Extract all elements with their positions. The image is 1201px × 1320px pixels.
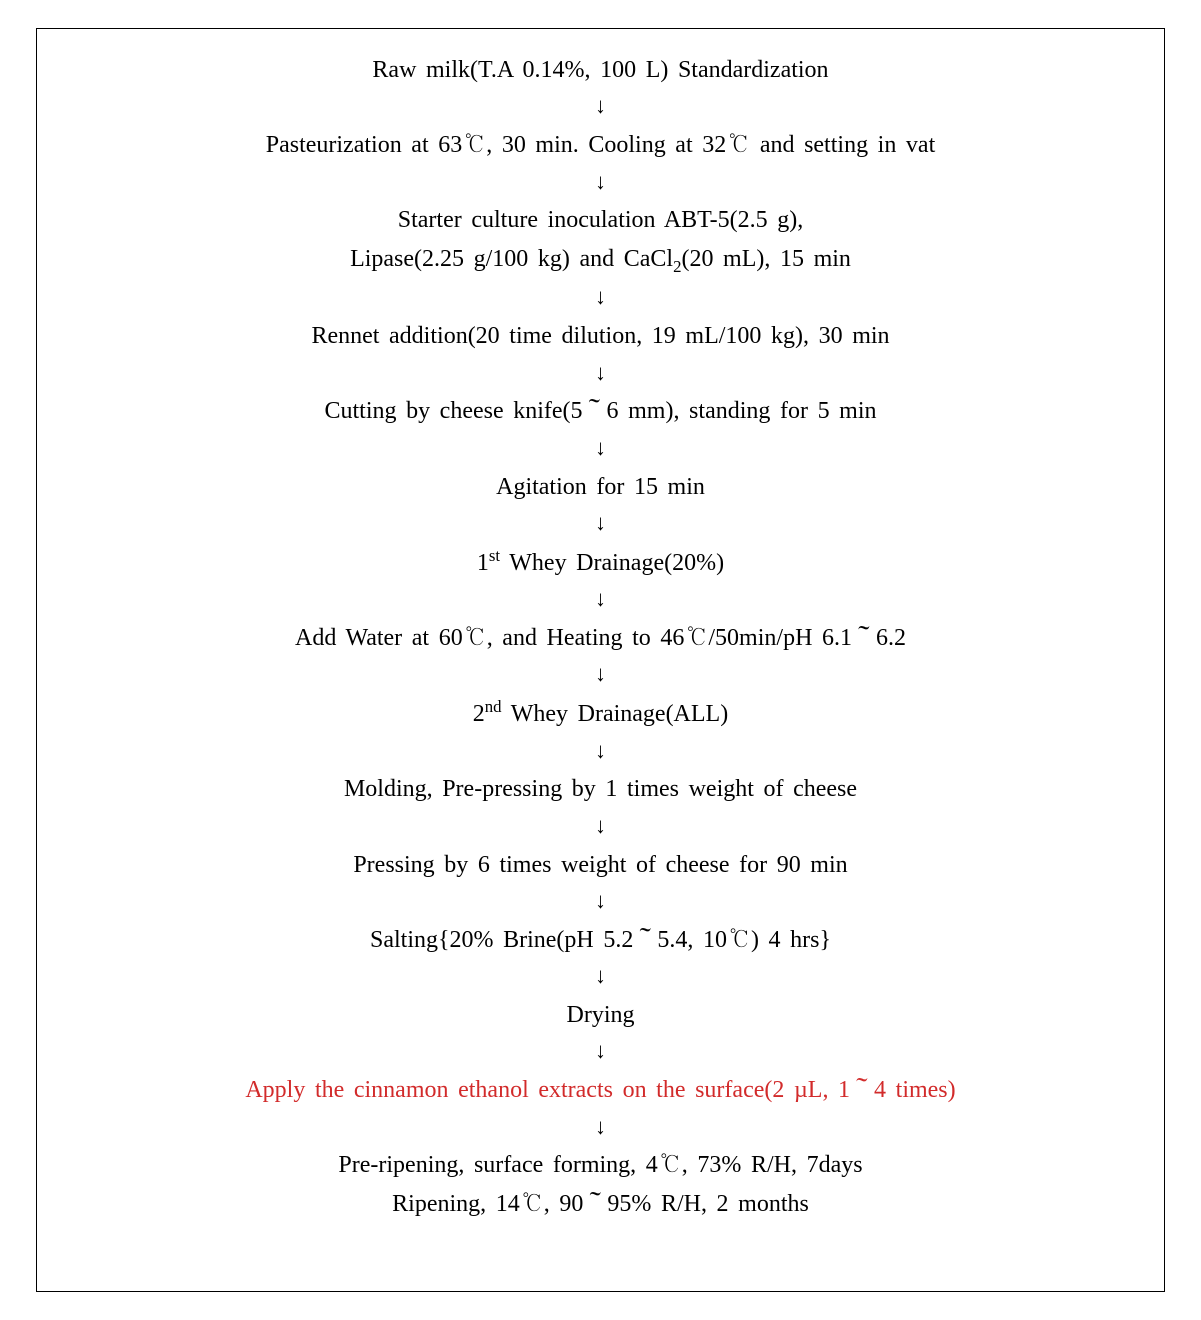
- flow-arrow-icon: ↓: [595, 1112, 606, 1143]
- flow-step: Pressing by 6 times weight of cheese for…: [353, 846, 847, 884]
- flow-arrow-icon: ↓: [595, 736, 606, 767]
- flow-step: 1st Whey Drainage(20%): [477, 543, 724, 582]
- flow-arrow-icon: ↓: [595, 508, 606, 539]
- flow-step: Cutting by cheese knife(5～6 mm), standin…: [324, 392, 876, 430]
- flow-arrow-icon: ↓: [595, 961, 606, 992]
- flow-arrow-icon: ↓: [595, 433, 606, 464]
- flow-arrow-icon: ↓: [595, 886, 606, 917]
- flow-step: Starter culture inoculation ABT-5(2.5 g)…: [350, 201, 851, 280]
- flow-step: Rennet addition(20 time dilution, 19 mL/…: [311, 317, 889, 355]
- flow-arrow-icon: ↓: [595, 91, 606, 122]
- flow-step-line: Starter culture inoculation ABT-5(2.5 g)…: [398, 207, 803, 233]
- flow-arrow-icon: ↓: [595, 659, 606, 690]
- flow-step-line: Lipase(2.25 g/100 kg) and CaCl2(20 mL), …: [350, 246, 851, 272]
- flow-step: Pasteurization at 63℃, 30 min. Cooling a…: [266, 126, 936, 164]
- flow-arrow-icon: ↓: [595, 1036, 606, 1067]
- flow-arrow-icon: ↓: [595, 282, 606, 313]
- flow-step: Drying: [567, 996, 635, 1034]
- flow-step-line: Ripening, 14℃, 90～95% R/H, 2 months: [392, 1191, 809, 1217]
- flow-arrow-icon: ↓: [595, 811, 606, 842]
- flow-step: Pre-ripening, surface forming, 4℃, 73% R…: [338, 1146, 862, 1223]
- flow-step-highlight: Apply the cinnamon ethanol extracts on t…: [245, 1071, 955, 1109]
- flow-step: Raw milk(T.A 0.14%, 100 L) Standardizati…: [372, 51, 828, 89]
- flow-step: 2nd Whey Drainage(ALL): [473, 694, 728, 733]
- flow-arrow-icon: ↓: [595, 358, 606, 389]
- flow-step: Molding, Pre-pressing by 1 times weight …: [344, 770, 857, 808]
- flow-step: Agitation for 15 min: [496, 468, 705, 506]
- flow-step-line: Pre-ripening, surface forming, 4℃, 73% R…: [338, 1152, 862, 1178]
- flow-arrow-icon: ↓: [595, 167, 606, 198]
- flow-step: Add Water at 60℃, and Heating to 46℃/50m…: [295, 619, 906, 657]
- flow-step: Salting{20% Brine(pH 5.2～5.4, 10℃) 4 hrs…: [370, 921, 831, 959]
- flow-arrow-icon: ↓: [595, 584, 606, 615]
- flowchart-container: Raw milk(T.A 0.14%, 100 L) Standardizati…: [36, 28, 1165, 1292]
